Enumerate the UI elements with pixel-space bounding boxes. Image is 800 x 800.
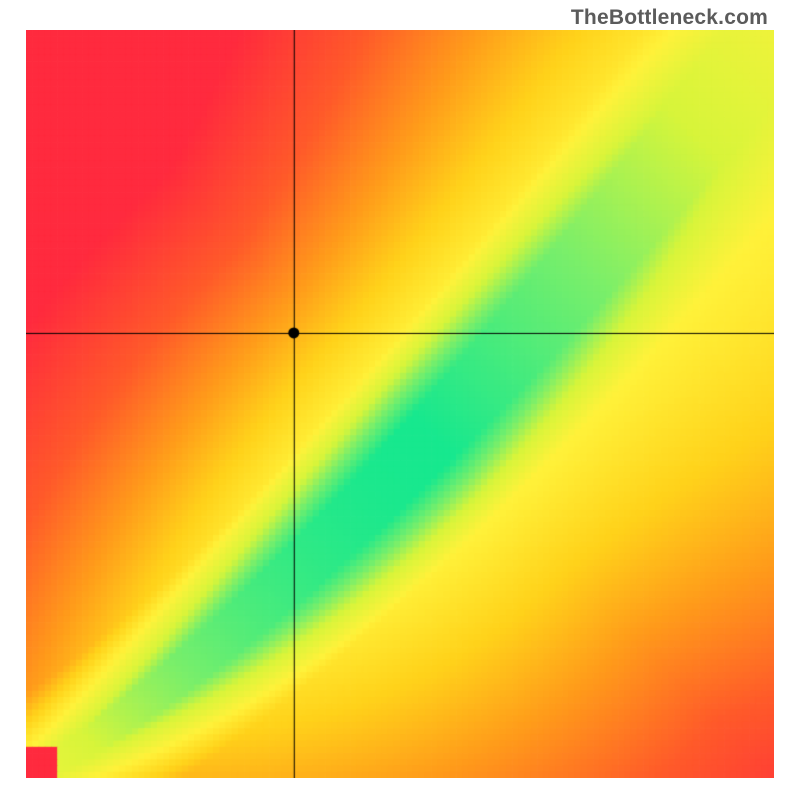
heatmap-canvas (26, 30, 774, 778)
watermark-text: TheBottleneck.com (571, 6, 768, 30)
heatmap-plot (26, 30, 774, 778)
